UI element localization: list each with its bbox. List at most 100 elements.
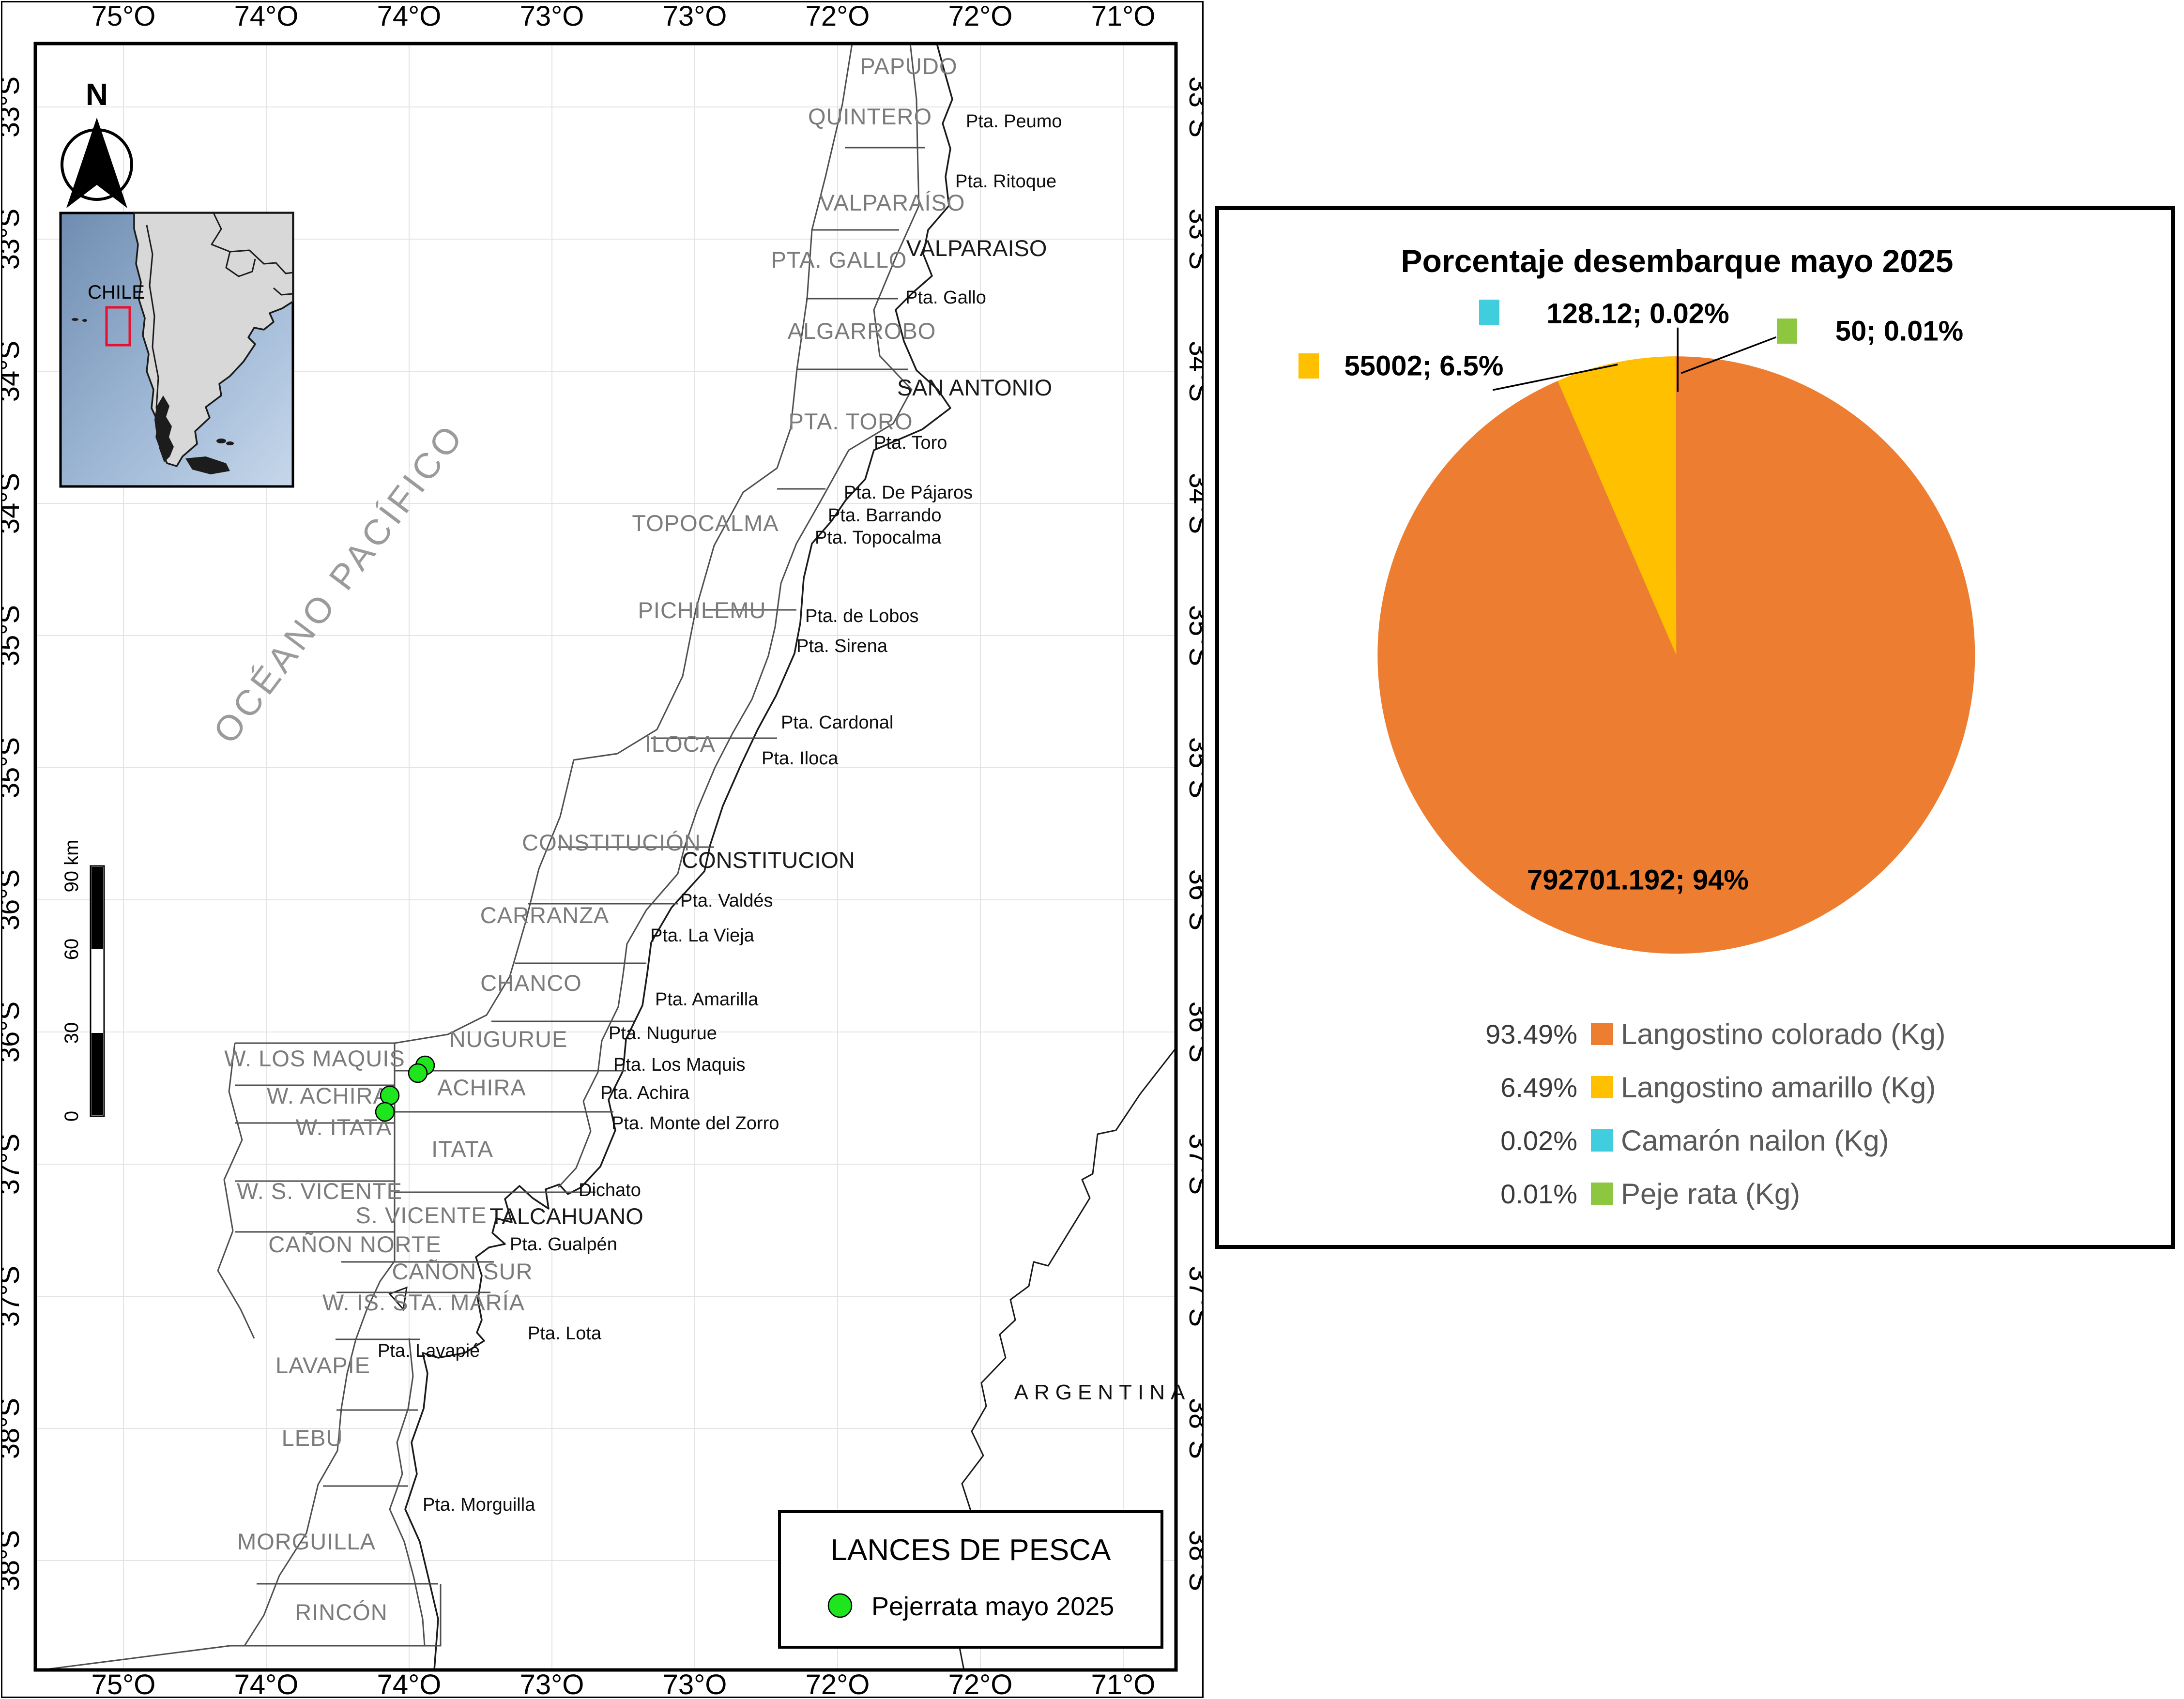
pie-callout-swatch	[1777, 319, 1797, 344]
scale-bar-label: 60	[61, 939, 82, 960]
zone-label: ACHIRA	[437, 1075, 526, 1100]
axis-label-top: 71°O	[1091, 2, 1156, 32]
axis-label-right: 38°S	[1183, 1530, 1202, 1591]
pie-legend-row: 0.01% Peje rata (Kg)	[1456, 1167, 1945, 1220]
point-label: Pta. Lavapié	[378, 1341, 480, 1361]
pie-legend-swatch	[1591, 1023, 1613, 1045]
axis-label-top: 73°O	[520, 2, 584, 32]
inset-border-north	[211, 212, 293, 274]
scale-bar-labels: 0 30 60 90 km	[61, 840, 82, 1122]
north-arrow: N	[61, 77, 133, 208]
map-legend-marker	[827, 1593, 853, 1618]
point-label: Pta. Achira	[600, 1083, 690, 1103]
axis-label-left: 35°S	[2, 605, 25, 666]
fishing-haul-dot	[380, 1085, 400, 1106]
fishing-haul-dots	[375, 1055, 435, 1122]
point-label: Pta. de Lobos	[805, 606, 919, 626]
pie-inside-data-label: 792701.192; 94%	[1527, 864, 1749, 896]
axis-label-right: 36°S	[1183, 1001, 1202, 1062]
map-legend-box	[778, 1510, 1163, 1649]
inset-land	[133, 212, 294, 467]
zone-label: W. LOS MAQUIS	[224, 1046, 405, 1071]
zone-label: CAÑON SUR	[392, 1259, 533, 1284]
zone-label: S. VICENTE	[355, 1202, 487, 1228]
zone-label: PAPUDO	[860, 53, 958, 79]
zone-labels: PAPUDO QUINTERO VALPARAÍSO PTA. GALLO ALGARR…	[224, 53, 965, 1625]
north-arrow-pointer	[66, 118, 127, 208]
zone-label: NUGURUE	[449, 1026, 568, 1052]
point-label: Dichato	[579, 1180, 641, 1200]
point-label: Pta. Gualpén	[510, 1234, 617, 1255]
axis-label-top: 72°O	[948, 2, 1013, 32]
axis-label-right: 36°S	[1183, 869, 1202, 930]
scale-bar-label: 30	[61, 1022, 82, 1044]
axis-label-left: 35°S	[2, 737, 25, 798]
inset-chile-label: CHILE	[88, 282, 145, 303]
pie-chart-title: Porcentaje desembarque mayo 2025	[1401, 243, 1954, 279]
pie-legend-percent: 6.49%	[1500, 1072, 1577, 1103]
rincon-bottom-boundary	[41, 1584, 442, 1671]
coastline	[404, 43, 953, 1670]
pie-slice-langostino-colorado	[1377, 356, 1975, 954]
axis-label-left: 33°S	[2, 76, 25, 137]
map-svg: OCÉANO PACÍFICO PAPUDOQUINTEROVALPARAÍSO…	[0, 0, 1215, 1699]
zone-label: QUINTERO	[808, 104, 932, 129]
axis-label-left: 38°S	[2, 1530, 25, 1591]
pie-legend-swatch	[1591, 1129, 1613, 1152]
zone-label: W. S. VICENTE	[237, 1178, 402, 1204]
point-label: Pta. Toro	[874, 433, 947, 453]
axis-label-top: 72°O	[806, 2, 870, 32]
axis-labels-left: 33°S 33°S 34°S 34°S 35°S 35°S 36°S 36°S 37°S 37°S…	[0, 76, 25, 1591]
zone-label: VALPARAÍSO	[820, 190, 965, 215]
city-label: CONSTITUCION	[682, 847, 855, 873]
axis-labels-top: 75°O 74°O 74°O 73°O 73°O 72°O 72°O 71°O	[92, 0, 1156, 32]
scale-bar: 0 30 60 90 km	[61, 840, 105, 1122]
pie-legend-swatch	[1591, 1183, 1613, 1205]
map-legend-title: LANCES DE PESCA	[831, 1533, 1112, 1567]
pie-legend-swatch	[1591, 1076, 1613, 1098]
axis-label-left: 37°S	[2, 1134, 25, 1195]
zone-label: PTA. GALLO	[771, 247, 907, 273]
pie-legend-row: 0.02% Camarón nailon (Kg)	[1456, 1114, 1945, 1167]
axis-label-top: 74°O	[377, 2, 442, 32]
axis-label-top: 73°O	[663, 2, 727, 32]
fishing-haul-dot	[408, 1063, 428, 1083]
pie-legend: 93.49% Langostino colorado (Kg) 6.49% La…	[1456, 1007, 1945, 1220]
map-legend: LANCES DE PESCA Pejerrata mayo 2025	[778, 1510, 1163, 1649]
inset-falkland-island	[226, 441, 234, 445]
pie-legend-row: 93.49% Langostino colorado (Kg)	[1456, 1007, 1945, 1061]
point-label: Pta. La Vieja	[650, 925, 755, 946]
map-panel: OCÉANO PACÍFICO PAPUDO QUINTERO VALPARAÍSO…	[0, 0, 1215, 1699]
zone-south-inner-boundary	[389, 1338, 426, 1646]
point-label: Pta. Morguilla	[423, 1495, 535, 1515]
point-label: Pta. Barrando	[828, 505, 941, 526]
fishing-haul-dot	[375, 1102, 395, 1122]
point-label: Pta. Peumo	[966, 111, 1062, 132]
zone-label: MORGUILLA	[237, 1529, 376, 1554]
axis-label-right: 33°S	[1183, 76, 1202, 137]
west-zones-boundary	[217, 1043, 255, 1339]
point-label: Pta. Topocalma	[815, 528, 942, 548]
scale-bar-segment	[92, 867, 103, 949]
axis-label-bottom: 73°O	[520, 1669, 584, 1697]
scale-bar-label: 0	[61, 1111, 82, 1122]
pie-legend-row: 6.49% Langostino amarillo (Kg)	[1456, 1061, 1945, 1114]
pie-callout-swatch	[1479, 300, 1499, 325]
axis-label-left: 36°S	[2, 869, 25, 930]
axis-label-top: 75°O	[92, 2, 156, 32]
point-label: Pta. Cardonal	[781, 713, 893, 733]
scale-bar-label: 90 km	[61, 840, 82, 893]
axis-label-bottom: 74°O	[234, 1669, 299, 1697]
axis-label-left: 37°S	[2, 1266, 25, 1327]
pie-callout-value: 50; 0.01%	[1835, 315, 1964, 347]
zone-label: LEBU	[282, 1425, 343, 1451]
point-label: Pta. Ritoque	[955, 171, 1056, 192]
axis-label-right: 37°S	[1183, 1134, 1202, 1195]
axis-label-right: 35°S	[1183, 737, 1202, 798]
point-label: Pta. Sirena	[796, 636, 888, 656]
point-label: Pta. Amarilla	[655, 989, 759, 1010]
pie-callout-swatch	[1298, 353, 1319, 379]
axis-label-right: 35°S	[1183, 605, 1202, 666]
axis-label-top: 74°O	[234, 2, 299, 32]
